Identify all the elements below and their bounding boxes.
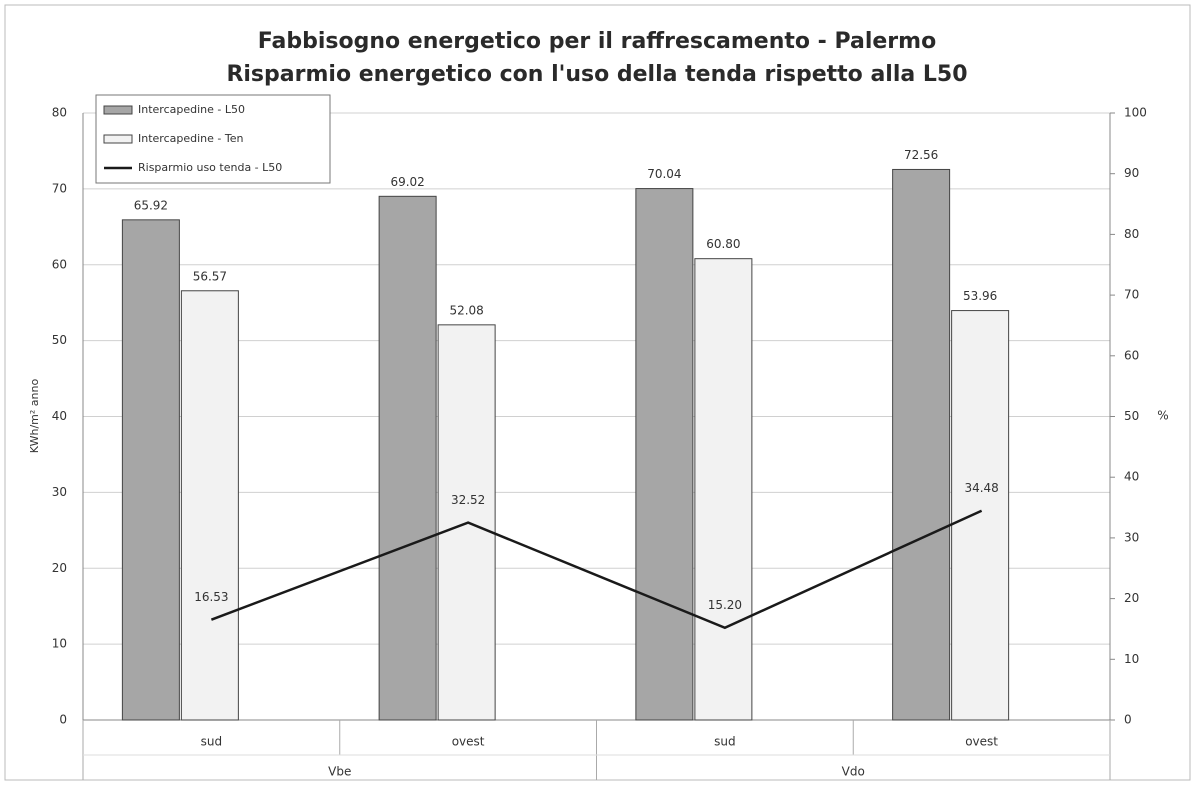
bar: [121, 219, 180, 721]
y-tick-label: 0: [59, 713, 67, 727]
y2-tick-label: 60: [1124, 348, 1139, 362]
chart-title: Fabbisogno energetico per il raffrescame…: [258, 29, 936, 54]
y2-tick-label: 40: [1124, 470, 1139, 484]
chart-subtitle: Risparmio energetico con l'uso della ten…: [226, 62, 967, 87]
legend-label: Intercapedine - Ten: [138, 132, 243, 145]
y-tick-label: 50: [52, 333, 67, 347]
y-tick-label: 70: [52, 181, 67, 195]
bar-value-label: 56.57: [193, 269, 227, 283]
line-value-label: 15.20: [708, 598, 742, 612]
x-tick-label: sud: [714, 735, 735, 749]
y-tick-label: 30: [52, 485, 67, 499]
x-tick-label: ovest: [452, 735, 485, 749]
bar-value-label: 60.80: [706, 237, 740, 251]
group-label: Vdo: [842, 765, 865, 779]
y2-tick-label: 90: [1124, 166, 1139, 180]
bar: [892, 168, 951, 721]
bar: [180, 290, 239, 721]
bar: [635, 188, 694, 721]
y2-tick-label: 20: [1124, 591, 1139, 605]
bar-value-label: 53.96: [963, 289, 997, 303]
y-tick-label: 20: [52, 561, 67, 575]
bar-value-label: 65.92: [134, 198, 168, 212]
bar-value-label: 70.04: [647, 167, 681, 181]
y2-tick-label: 70: [1124, 288, 1139, 302]
line-value-label: 32.52: [451, 493, 485, 507]
line-series: [210, 509, 983, 630]
bar: [951, 310, 1010, 721]
legend-swatch: [103, 134, 133, 144]
bar: [694, 258, 753, 721]
y2-tick-label: 50: [1124, 409, 1139, 423]
y2-tick-label: 30: [1124, 530, 1139, 544]
y-tick-label: 40: [52, 409, 67, 423]
y-tick-label: 60: [52, 257, 67, 271]
bar-value-label: 69.02: [390, 175, 424, 189]
y-axis-label: KWh/m² anno: [28, 379, 41, 454]
legend-label: Risparmio uso tenda - L50: [138, 161, 282, 174]
line-value-label: 16.53: [194, 590, 228, 604]
legend-label: Intercapedine - L50: [138, 103, 245, 116]
x-tick-label: ovest: [965, 735, 998, 749]
bar-value-label: 72.56: [904, 148, 938, 162]
y2-tick-label: 0: [1124, 713, 1132, 727]
legend-swatch: [103, 105, 133, 115]
y-tick-label: 80: [52, 106, 67, 120]
y2-tick-label: 100: [1124, 106, 1147, 120]
y2-axis-label: %: [1157, 409, 1168, 423]
bar: [378, 195, 437, 721]
y2-tick-label: 10: [1124, 652, 1139, 666]
bar-value-label: 52.08: [449, 303, 483, 317]
x-tick-label: sud: [201, 735, 222, 749]
line-value-label: 34.48: [964, 481, 998, 495]
y-tick-label: 10: [52, 637, 67, 651]
group-label: Vbe: [328, 765, 351, 779]
legend-box: [95, 94, 331, 184]
y2-tick-label: 80: [1124, 227, 1139, 241]
